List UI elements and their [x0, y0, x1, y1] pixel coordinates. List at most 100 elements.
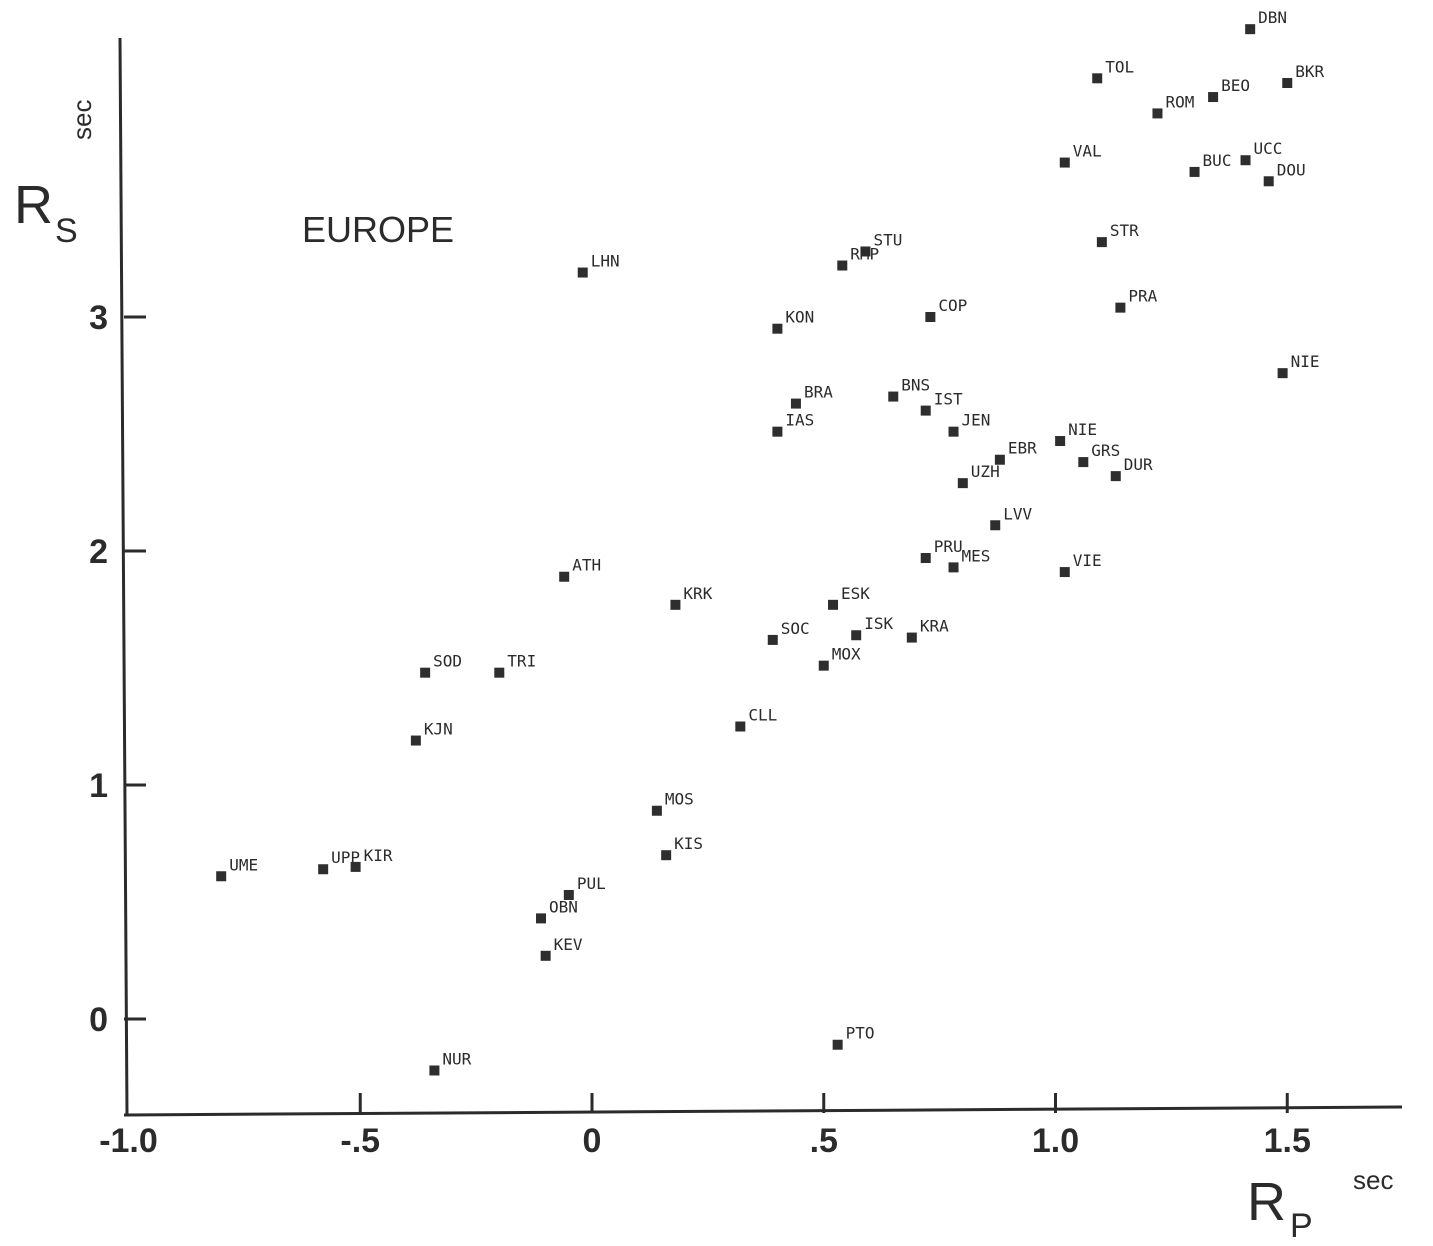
station-marker [1092, 73, 1103, 84]
station-label: UME [229, 855, 258, 874]
station-marker [1096, 237, 1107, 248]
station-label: STR [1110, 221, 1139, 240]
station-marker [429, 1065, 440, 1076]
station-marker [772, 323, 783, 334]
station-label: PRA [1128, 287, 1157, 306]
station-label: KRK [683, 584, 712, 603]
station-marker [920, 405, 931, 416]
station-marker [767, 634, 778, 645]
station-label: RMP [850, 245, 879, 264]
station-label: NIE [1291, 352, 1320, 371]
station-label: DBN [1258, 8, 1287, 27]
station-label: DOU [1277, 160, 1306, 179]
station-label: ESK [841, 584, 870, 603]
station-marker [1152, 108, 1163, 119]
station-marker [216, 871, 227, 882]
station-label: KIS [674, 834, 703, 853]
station-label: JEN [962, 411, 991, 430]
station-marker [559, 571, 570, 582]
station-label: LVV [1003, 504, 1032, 523]
station-marker [1208, 92, 1219, 103]
station-label: NIE [1068, 420, 1097, 439]
station-label: PRU [934, 537, 963, 556]
station-marker [661, 850, 672, 861]
y-tick-label: 2 [89, 533, 108, 571]
station-marker [536, 913, 547, 924]
chart-title: EUROPE [302, 209, 454, 250]
station-marker [1263, 176, 1274, 187]
station-marker [494, 667, 505, 678]
x-tick-label: 0 [583, 1122, 602, 1160]
station-marker [860, 246, 871, 257]
station-marker [1240, 155, 1251, 166]
station-marker [851, 630, 862, 641]
station-label: BUC [1203, 151, 1232, 170]
station-label: STU [873, 230, 902, 249]
station-marker [1078, 457, 1089, 468]
station-marker [735, 721, 746, 732]
station-marker [948, 562, 959, 573]
station-label: ATH [572, 556, 601, 575]
y-tick-label: 1 [89, 767, 108, 805]
y-axis-unit: sec [67, 100, 97, 140]
station-label: KJN [424, 720, 453, 739]
station-label: TOL [1105, 57, 1134, 76]
station-label: LHN [591, 252, 620, 271]
station-label: UZH [971, 462, 1000, 481]
station-marker [1277, 368, 1288, 379]
station-marker [1110, 471, 1121, 482]
station-label: SOD [433, 652, 462, 671]
station-label: IST [934, 390, 963, 409]
station-label: GRS [1091, 441, 1120, 460]
station-label: KON [785, 308, 814, 327]
station-marker [948, 426, 959, 437]
x-axis-unit: sec [1353, 1165, 1393, 1195]
station-label: NUR [442, 1049, 471, 1068]
station-marker [1059, 567, 1070, 578]
station-label: SOC [781, 619, 810, 638]
x-tick-label: 1.0 [1032, 1122, 1079, 1160]
station-marker [651, 805, 662, 816]
station-marker [670, 599, 681, 610]
station-label: KRA [920, 617, 949, 636]
station-label: VAL [1073, 142, 1102, 161]
station-marker [1282, 78, 1293, 88]
station-label: IAS [785, 411, 814, 430]
station-label: PTO [846, 1024, 875, 1043]
station-label: TRI [507, 652, 536, 671]
station-label: BRA [804, 383, 833, 402]
station-marker [1055, 436, 1066, 447]
station-marker [906, 632, 917, 643]
station-marker [818, 660, 829, 671]
station-marker [957, 478, 968, 489]
station-marker [577, 267, 588, 278]
station-marker [990, 520, 1001, 531]
station-marker [1189, 166, 1200, 177]
station-marker [888, 391, 899, 402]
station-marker [837, 260, 848, 271]
station-marker [540, 950, 551, 961]
station-marker [920, 553, 931, 564]
station-label: UCC [1254, 139, 1283, 158]
station-label: KIR [364, 846, 393, 865]
station-marker [420, 667, 431, 678]
x-tick-label: .5 [810, 1122, 838, 1160]
station-marker [563, 889, 574, 900]
station-label: ISK [864, 614, 893, 633]
station-marker [318, 864, 329, 875]
station-label: EBR [1008, 439, 1037, 458]
x-axis-line [123, 1105, 1403, 1117]
x-tick-label: 1.5 [1264, 1122, 1311, 1160]
x-axis-subscript: P [1290, 1207, 1313, 1245]
station-marker [790, 398, 801, 409]
station-marker [350, 861, 361, 872]
station-label: VIE [1073, 551, 1102, 570]
station-label: BNS [901, 376, 930, 395]
station-label: MOS [665, 790, 694, 809]
station-marker [828, 599, 839, 610]
y-axis-subscript: S [55, 212, 78, 250]
y-axis-line [118, 37, 129, 1116]
station-label: BEO [1221, 76, 1250, 95]
